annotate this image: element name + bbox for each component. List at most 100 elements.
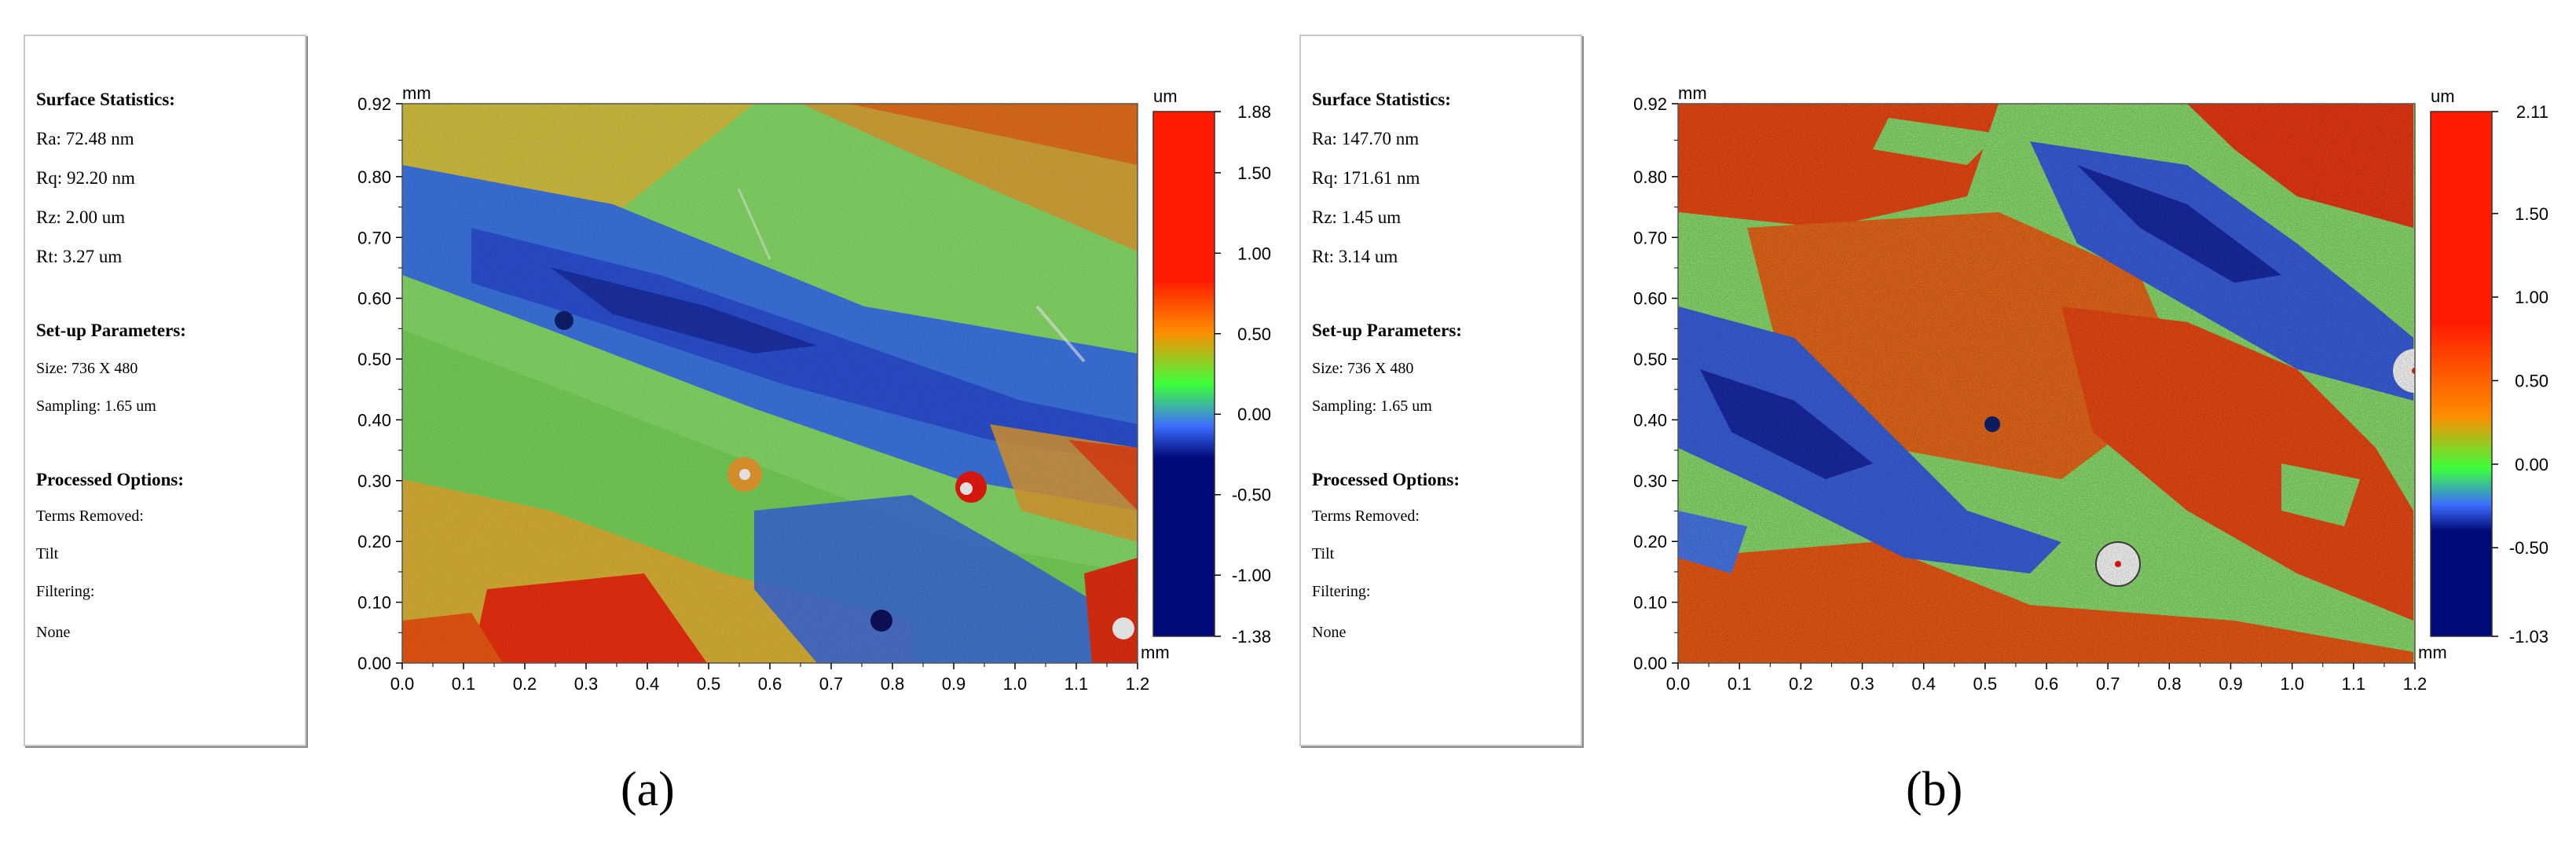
- tilt-value: Tilt: [36, 545, 59, 562]
- x-tick-label: 1.2: [2403, 674, 2428, 694]
- colorbar-tick-label: 0.00: [1237, 405, 1271, 424]
- x-tick-label: 0.8: [881, 674, 905, 694]
- x-tick-label: 0.9: [942, 674, 966, 694]
- surface-statistics-heading: Surface Statistics:: [1312, 90, 1451, 109]
- size-value: Size: 736 X 480: [36, 360, 138, 377]
- colorbar-tick-label: 1.50: [2515, 204, 2549, 224]
- y-tick-label: 0.30: [357, 471, 391, 491]
- colorbar-tick-label: 1.50: [1237, 163, 1271, 183]
- filtering-value: None: [36, 624, 71, 641]
- colorbar-tick-label: 0.50: [2515, 372, 2549, 391]
- x-tick-label: 0.3: [574, 674, 599, 694]
- panel-b: Surface Statistics: Ra: 147.70 nm Rq: 17…: [1288, 0, 2576, 850]
- x-tick-label: 0.5: [697, 674, 721, 694]
- sampling-value: Sampling: 1.65 um: [36, 398, 156, 415]
- x-tick-label: 0.0: [390, 674, 415, 694]
- x-tick-label: 1.0: [1003, 674, 1028, 694]
- x-tick-label: 0.3: [1850, 674, 1874, 694]
- x-tick-label: 0.5: [1973, 674, 1998, 694]
- processed-options-heading: Processed Options:: [1312, 470, 1460, 489]
- colorbar-tick-label: -1.03: [2509, 627, 2549, 647]
- processed-options-heading: Processed Options:: [36, 470, 185, 489]
- y-tick-label: 0.20: [357, 532, 391, 551]
- size-value: Size: 736 X 480: [1312, 360, 1414, 377]
- rt-value: Rt: 3.27 um: [36, 247, 123, 266]
- stats-box-a: Surface Statistics: Ra: 72.48 nm Rq: 92.…: [24, 35, 306, 746]
- panel-a: Surface Statistics: Ra: 72.48 nm Rq: 92.…: [24, 35, 1271, 816]
- x-tick-label: 0.9: [2219, 674, 2243, 694]
- surface-map-chart-b: 0.0 0.1 0.2 0.3 0.4 0.5 0.6 0.7 0.8 0.9 1.0 1.1 1.2 0…: [1633, 83, 2549, 694]
- y-tick-label: 0.00: [1633, 654, 1667, 673]
- colorbar-tick-label: 0.50: [1237, 324, 1271, 344]
- filtering-value: None: [1312, 624, 1347, 641]
- x-tick-label: 0.2: [1789, 674, 1813, 694]
- x-tick-label: 0.1: [1728, 674, 1752, 694]
- y-tick-label: 0.92: [1633, 94, 1667, 114]
- colorbar-tick-label: 1.00: [1237, 244, 1271, 263]
- y-tick-label: 0.50: [1633, 350, 1667, 369]
- terms-removed-label: Terms Removed:: [36, 507, 144, 525]
- colorbar-tick-label: 1.00: [2515, 288, 2549, 307]
- surface-map-chart-a: 0.0 0.1 0.2 0.3 0.4 0.5 0.6 0.7 0.8 0.9 1.0 1.1 1.2 0…: [357, 83, 1271, 694]
- setup-parameters-heading: Set-up Parameters:: [36, 321, 186, 340]
- rq-value: Rq: 171.61 nm: [1312, 168, 1420, 188]
- x-tick-label: 0.6: [2035, 674, 2059, 694]
- x-tick-label: 0.1: [452, 674, 476, 694]
- setup-parameters-heading: Set-up Parameters:: [1312, 321, 1462, 340]
- x-tick-label: 1.0: [2280, 674, 2304, 694]
- heatmap-a: [402, 104, 1138, 663]
- filtering-label: Filtering:: [1312, 583, 1371, 600]
- stats-box-b: Surface Statistics: Ra: 147.70 nm Rq: 17…: [1299, 35, 1582, 746]
- axes-b: 0.0 0.1 0.2 0.3 0.4 0.5 0.6 0.7 0.8 0.9 1.0 1.1 1.2 0…: [1633, 94, 2427, 694]
- y-tick-label: 0.80: [1633, 167, 1667, 187]
- x-tick-label: 0.8: [2157, 674, 2182, 694]
- y-tick-label: 0.80: [357, 167, 391, 187]
- y-tick-label: 0.10: [357, 593, 391, 613]
- colorbar-b: [2430, 111, 2493, 637]
- x-tick-label: 1.2: [1126, 674, 1150, 694]
- panel-label-a: (a): [621, 763, 675, 816]
- colorbar-tick-label: -1.00: [1232, 566, 1271, 585]
- y-unit-label-a: mm: [402, 83, 431, 103]
- y-tick-label: 0.00: [357, 654, 391, 673]
- rz-value: Rz: 1.45 um: [1312, 207, 1402, 227]
- y-tick-label: 0.50: [357, 350, 391, 369]
- x-tick-label: 0.4: [1911, 674, 1936, 694]
- y-unit-label-b: mm: [1678, 83, 1707, 103]
- y-tick-label: 0.92: [357, 94, 391, 114]
- y-tick-label: 0.10: [1633, 593, 1667, 613]
- x-unit-label-b: mm: [2418, 643, 2447, 662]
- colorbar-tick-label: 2.11: [2516, 102, 2549, 122]
- rt-value: Rt: 3.14 um: [1312, 247, 1398, 266]
- y-tick-label: 0.20: [1633, 532, 1667, 551]
- y-tick-label: 0.60: [1633, 289, 1667, 309]
- colorbar-unit-label-a: um: [1153, 86, 1178, 106]
- y-tick-label: 0.60: [357, 289, 391, 309]
- sampling-value: Sampling: 1.65 um: [1312, 398, 1432, 415]
- x-tick-label: 0.7: [819, 674, 844, 694]
- heatmap-b: [1678, 104, 2415, 663]
- panel-label-b: (b): [1906, 763, 1963, 816]
- x-tick-label: 0.6: [758, 674, 782, 694]
- filtering-label: Filtering:: [36, 583, 95, 600]
- y-tick-label: 0.70: [357, 228, 391, 247]
- rz-value: Rz: 2.00 um: [36, 207, 126, 227]
- axes-a: 0.0 0.1 0.2 0.3 0.4 0.5 0.6 0.7 0.8 0.9 1.0 1.1 1.2 0…: [357, 94, 1149, 694]
- ra-value: Ra: 147.70 nm: [1312, 129, 1420, 148]
- tilt-value: Tilt: [1312, 545, 1335, 562]
- colorbar-tick-label: -0.50: [2509, 538, 2549, 558]
- surface-statistics-heading: Surface Statistics:: [36, 90, 175, 109]
- rq-value: Rq: 92.20 nm: [36, 168, 135, 188]
- y-tick-label: 0.70: [1633, 228, 1667, 247]
- colorbar-ticks-a: 1.88 1.50 1.00 0.50 0.00 -0.50 -1.00 -1.38: [1215, 102, 1271, 647]
- x-unit-label-a: mm: [1141, 643, 1170, 662]
- colorbar-tick-label: -0.50: [1232, 485, 1271, 505]
- y-tick-label: 0.40: [1633, 410, 1667, 430]
- y-tick-label: 0.30: [1633, 471, 1667, 491]
- colorbar-ticks-b: 2.11 1.50 1.00 0.50 0.00 -0.50 -1.03: [2492, 102, 2549, 647]
- y-tick-label: 0.40: [357, 410, 391, 430]
- colorbar-tick-label: 0.00: [2515, 455, 2549, 474]
- x-tick-label: 0.0: [1666, 674, 1691, 694]
- x-tick-label: 0.2: [513, 674, 537, 694]
- colorbar-tick-label: -1.38: [1232, 627, 1271, 647]
